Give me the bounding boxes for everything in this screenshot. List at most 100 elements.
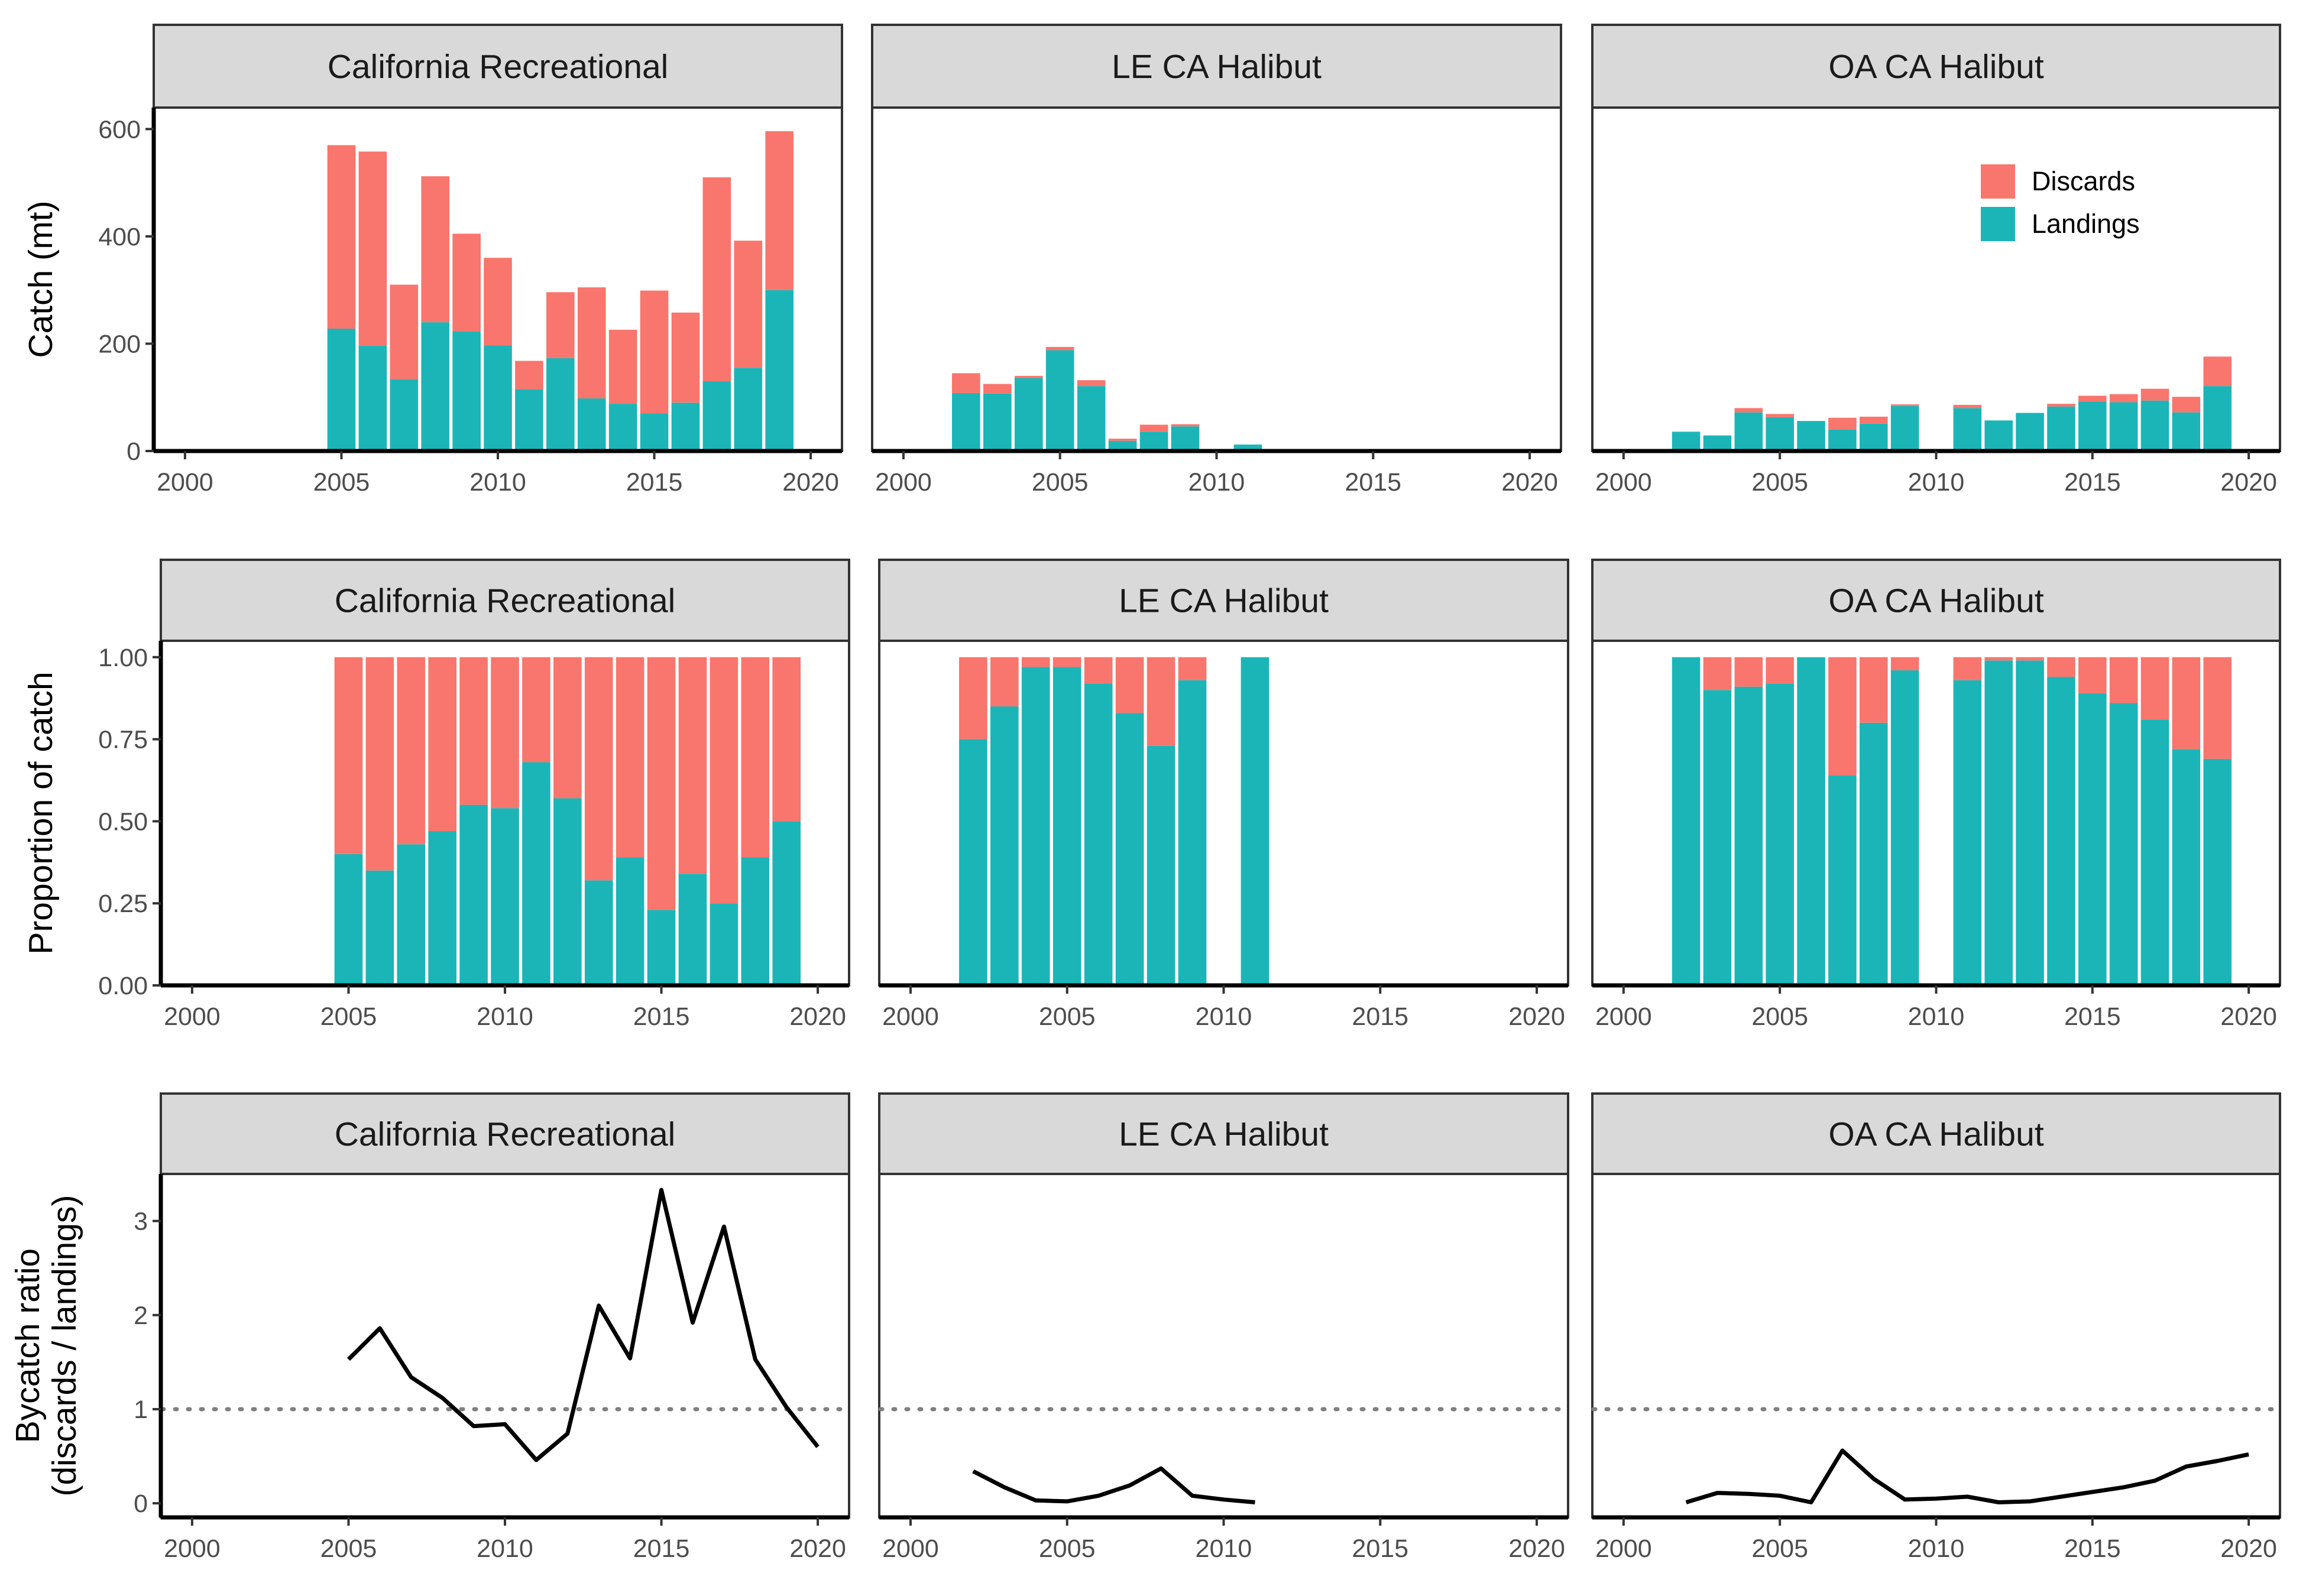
bar-landings-2011 — [1241, 657, 1269, 985]
panel-r1-c0: California Recreational 2000 2005 2010 2015 2… — [98, 559, 850, 1031]
bar-landings-2016 — [2109, 703, 2138, 985]
bar-discards-2009 — [1171, 424, 1200, 427]
x-tick-label-2020: 2020 — [1508, 1535, 1565, 1563]
bar-discards-2007 — [1108, 439, 1137, 441]
x-tick-label-2020: 2020 — [1501, 468, 1558, 497]
bar-discards-2011 — [522, 657, 550, 763]
bar-discards-2012 — [546, 292, 575, 358]
x-tick-label-2020: 2020 — [1508, 1003, 1565, 1031]
bar-discards-2015 — [2078, 657, 2107, 693]
bar-discards-2011 — [1953, 657, 1982, 680]
x-tick-label-2015: 2015 — [2064, 468, 2121, 497]
bar-landings-2017 — [710, 903, 739, 985]
bar-discards-2018 — [2172, 657, 2201, 750]
bar-landings-2005 — [1766, 683, 1794, 985]
bar-discards-2013 — [584, 657, 613, 881]
x-tick-label-2000: 2000 — [875, 468, 932, 497]
panel-r2-c2: OA CA Halibut 2000 2005 2010 2015 2020 — [1591, 1092, 2281, 1563]
bar-landings-2008 — [1139, 432, 1168, 451]
strip-background — [153, 24, 843, 109]
strip-background — [160, 559, 850, 642]
bar-landings-2011 — [1953, 408, 1982, 451]
bar-landings-2009 — [452, 331, 481, 451]
bar-discards-2016 — [671, 312, 700, 403]
legend-key-discards — [1981, 164, 2015, 199]
strip-title: OA CA Halibut — [1828, 582, 2044, 620]
bar-discards-2016 — [2109, 657, 2138, 703]
x-tick-label-2005: 2005 — [1751, 1003, 1808, 1031]
x-tick-label-2000: 2000 — [1595, 1003, 1652, 1031]
bar-discards-2014 — [2047, 404, 2075, 407]
y-tick-label-0: 0 — [134, 1490, 148, 1518]
panel-border — [1591, 1173, 2281, 1519]
x-tick-label-2015: 2015 — [626, 468, 683, 497]
bar-landings-2003 — [990, 706, 1019, 985]
bar-landings-2009 — [1171, 426, 1200, 451]
bar-landings-2005 — [1045, 350, 1074, 451]
x-tick-label-2010: 2010 — [1908, 1003, 1965, 1031]
bar-discards-2007 — [1828, 417, 1857, 430]
bar-landings-2002 — [1672, 432, 1701, 451]
bar-landings-2007 — [397, 844, 426, 985]
legend-key-landings — [1981, 207, 2015, 241]
y-tick-label-3: 600 — [98, 115, 141, 144]
strip-background — [1591, 559, 2281, 642]
x-tick-label-2005: 2005 — [1751, 1535, 1808, 1563]
series-line-bycatch-ratio — [972, 1466, 1255, 1504]
bar-landings-2011 — [522, 762, 550, 985]
panel-border — [878, 1173, 1569, 1519]
bar-landings-2016 — [2109, 402, 2138, 451]
x-tick-label-2010: 2010 — [1196, 1003, 1252, 1031]
bar-discards-2007 — [1115, 657, 1144, 713]
x-tick-label-2005: 2005 — [1039, 1003, 1096, 1031]
bar-discards-2008 — [1859, 657, 1888, 723]
bar-landings-2002 — [959, 739, 987, 985]
bar-discards-2018 — [734, 241, 763, 368]
bar-discards-2019 — [2203, 356, 2232, 387]
bar-landings-2012 — [1984, 660, 2013, 985]
x-tick-label-2000: 2000 — [164, 1003, 221, 1031]
strip-title: LE CA Halibut — [1112, 48, 1322, 86]
x-tick-label-2020: 2020 — [782, 468, 839, 497]
panel-r1-c2: OA CA Halibut 2000 2005 2010 2015 2020 — [1591, 559, 2281, 1031]
bar-discards-2019 — [2203, 657, 2232, 759]
bar-landings-2014 — [616, 857, 644, 985]
bar-landings-2008 — [428, 831, 456, 985]
x-tick-label-2005: 2005 — [1032, 468, 1089, 497]
bar-landings-2007 — [1828, 775, 1857, 985]
bar-discards-2002 — [952, 373, 980, 393]
bar-discards-2004 — [1014, 375, 1043, 378]
bar-discards-2005 — [1766, 414, 1794, 417]
x-tick-label-2015: 2015 — [1352, 1003, 1408, 1031]
y-tick-label-2: 2 — [134, 1302, 148, 1330]
bar-discards-2018 — [741, 657, 770, 858]
x-tick-label-2015: 2015 — [633, 1535, 690, 1563]
strip-background — [1591, 24, 2281, 109]
panel-r0-c2: OA CA Halibut 2000 2005 2010 2015 2020 Discard… — [1591, 24, 2281, 497]
bar-landings-2010 — [491, 808, 519, 985]
bar-discards-2003 — [983, 384, 1012, 394]
strip-background — [1591, 1092, 2281, 1175]
bar-discards-2017 — [710, 657, 739, 904]
bar-landings-2017 — [2140, 719, 2169, 985]
y-tick-label-3: 0.75 — [98, 726, 148, 754]
bar-discards-2010 — [491, 657, 519, 809]
bar-landings-2018 — [734, 368, 763, 451]
bar-discards-2009 — [459, 657, 488, 805]
strip-background — [160, 1092, 850, 1175]
x-tick-label-2005: 2005 — [1039, 1535, 1096, 1563]
y-axis-title-row-2: Bycatch ratio(discards / landings) — [9, 1195, 83, 1496]
bar-discards-2009 — [1890, 404, 1919, 406]
bar-landings-2006 — [1077, 386, 1106, 451]
bar-landings-2008 — [421, 322, 449, 451]
legend-label-discards: Discards — [2032, 166, 2135, 196]
bar-landings-2009 — [1890, 670, 1919, 985]
bar-discards-2015 — [647, 657, 676, 910]
series-line-bycatch-ratio — [347, 1188, 820, 1462]
bar-discards-2007 — [390, 284, 419, 379]
bar-landings-2005 — [1052, 667, 1081, 985]
bar-discards-2017 — [2140, 657, 2169, 720]
bar-discards-2005 — [1766, 657, 1794, 684]
bar-discards-2019 — [772, 657, 801, 822]
bar-landings-2018 — [741, 857, 770, 985]
